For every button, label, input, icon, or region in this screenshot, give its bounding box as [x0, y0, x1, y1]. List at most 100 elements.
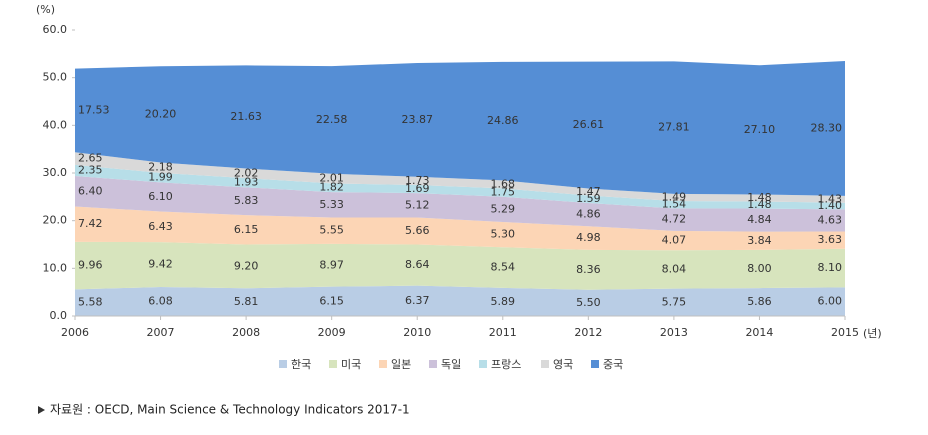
area: [75, 285, 845, 316]
value-label: 6.10: [148, 190, 173, 203]
value-label: 5.81: [234, 295, 259, 308]
x-tick-label: 2011: [489, 326, 517, 339]
area: [75, 164, 845, 210]
x-tick-label: 2013: [660, 326, 688, 339]
source-marker: [38, 406, 45, 414]
value-label: 1.49: [662, 190, 687, 203]
value-label: 4.72: [662, 213, 687, 226]
value-label: 5.33: [319, 198, 344, 211]
value-label: 17.53: [78, 103, 110, 116]
x-tick-label: 2007: [147, 326, 175, 339]
value-label: 5.75: [662, 295, 687, 308]
value-label: 27.10: [744, 123, 776, 136]
value-label: 9.96: [78, 259, 103, 272]
value-label: 5.55: [319, 224, 344, 237]
legend-swatch: [479, 360, 487, 368]
value-label: 27.81: [658, 121, 690, 134]
legend-label: 프랑스: [491, 358, 521, 371]
legend-swatch: [329, 360, 337, 368]
x-tick-label: 2014: [745, 326, 773, 339]
value-label: 4.84: [747, 213, 772, 226]
value-label: 2.01: [319, 172, 344, 185]
value-label: 6.43: [148, 220, 173, 233]
y-axis-label: (%): [36, 3, 55, 16]
value-label: 6.15: [234, 223, 259, 236]
value-label: 5.29: [491, 202, 516, 215]
value-label: 9.20: [234, 259, 259, 272]
value-label: 8.10: [818, 261, 843, 274]
value-label: 5.58: [78, 296, 103, 309]
x-tick-label: 2015: [831, 326, 859, 339]
x-tick-label: 2012: [574, 326, 602, 339]
value-label: 8.36: [576, 263, 601, 276]
value-label: 1.54: [662, 198, 687, 211]
value-label: 8.54: [491, 261, 516, 274]
value-label: 6.08: [148, 295, 173, 308]
value-label: 3.63: [818, 233, 843, 246]
y-tick-label: 0.0: [50, 309, 68, 322]
legend-swatch: [541, 360, 549, 368]
legend-swatch: [379, 360, 387, 368]
legend-label: 독일: [441, 357, 461, 371]
value-label: 2.65: [78, 152, 103, 165]
legend-swatch: [429, 360, 437, 368]
x-tick-label: 2008: [232, 326, 260, 339]
value-label: 4.63: [818, 213, 843, 226]
x-tick-label: 2009: [318, 326, 346, 339]
value-label: 4.86: [576, 208, 601, 221]
value-label: 28.30: [811, 121, 843, 134]
value-label: 2.35: [78, 163, 103, 176]
value-label: 1.99: [148, 171, 173, 184]
area: [75, 241, 845, 290]
value-label: 22.58: [316, 113, 348, 126]
value-label: 7.42: [78, 217, 103, 230]
value-label: 1.48: [747, 191, 772, 204]
value-label: 5.12: [405, 198, 430, 211]
value-label: 1.82: [319, 181, 344, 194]
legend-label: 미국: [341, 358, 361, 371]
value-label: 1.68: [491, 177, 516, 190]
y-tick-label: 60.0: [43, 23, 68, 36]
y-tick-label: 20.0: [43, 214, 68, 227]
value-label: 24.86: [487, 114, 519, 127]
value-label: 9.42: [148, 258, 173, 271]
area: [75, 61, 845, 196]
x-tick-label: 2010: [403, 326, 431, 339]
value-label: 1.47: [576, 185, 601, 198]
value-label: 1.75: [491, 186, 516, 199]
source: 자료원 : OECD, Main Science & Technology In…: [50, 403, 410, 417]
value-label: 8.00: [747, 262, 772, 275]
value-label: 21.63: [230, 110, 262, 123]
value-label: 23.87: [401, 113, 433, 126]
value-label: 6.37: [405, 294, 430, 307]
value-label: 2.02: [234, 166, 259, 179]
value-label: 6.15: [319, 294, 344, 307]
value-label: 5.83: [234, 194, 259, 207]
area: [75, 176, 845, 232]
y-tick-label: 10.0: [43, 261, 68, 274]
value-label: 1.69: [405, 182, 430, 195]
value-label: 1.48: [747, 198, 772, 211]
value-label: 26.61: [573, 118, 605, 131]
legend-label: 중국: [603, 358, 623, 371]
value-label: 1.93: [234, 176, 259, 189]
legend-label: 영국: [553, 358, 573, 371]
value-label: 5.86: [747, 295, 772, 308]
value-label: 1.40: [818, 199, 843, 212]
value-label: 4.98: [576, 231, 601, 244]
value-label: 6.00: [818, 295, 843, 308]
area: [75, 206, 845, 251]
area: [75, 152, 845, 203]
y-tick-label: 50.0: [43, 71, 68, 84]
value-label: 8.64: [405, 258, 430, 271]
legend-swatch: [279, 360, 287, 368]
value-label: 2.18: [148, 161, 173, 174]
legend-swatch: [591, 360, 599, 368]
value-label: 5.50: [576, 296, 601, 309]
x-tick-label: 2006: [61, 326, 89, 339]
value-label: 20.20: [145, 107, 177, 120]
legend-label: 한국: [291, 358, 311, 371]
value-label: 8.97: [319, 258, 344, 271]
legend-label: 일본: [391, 357, 411, 371]
